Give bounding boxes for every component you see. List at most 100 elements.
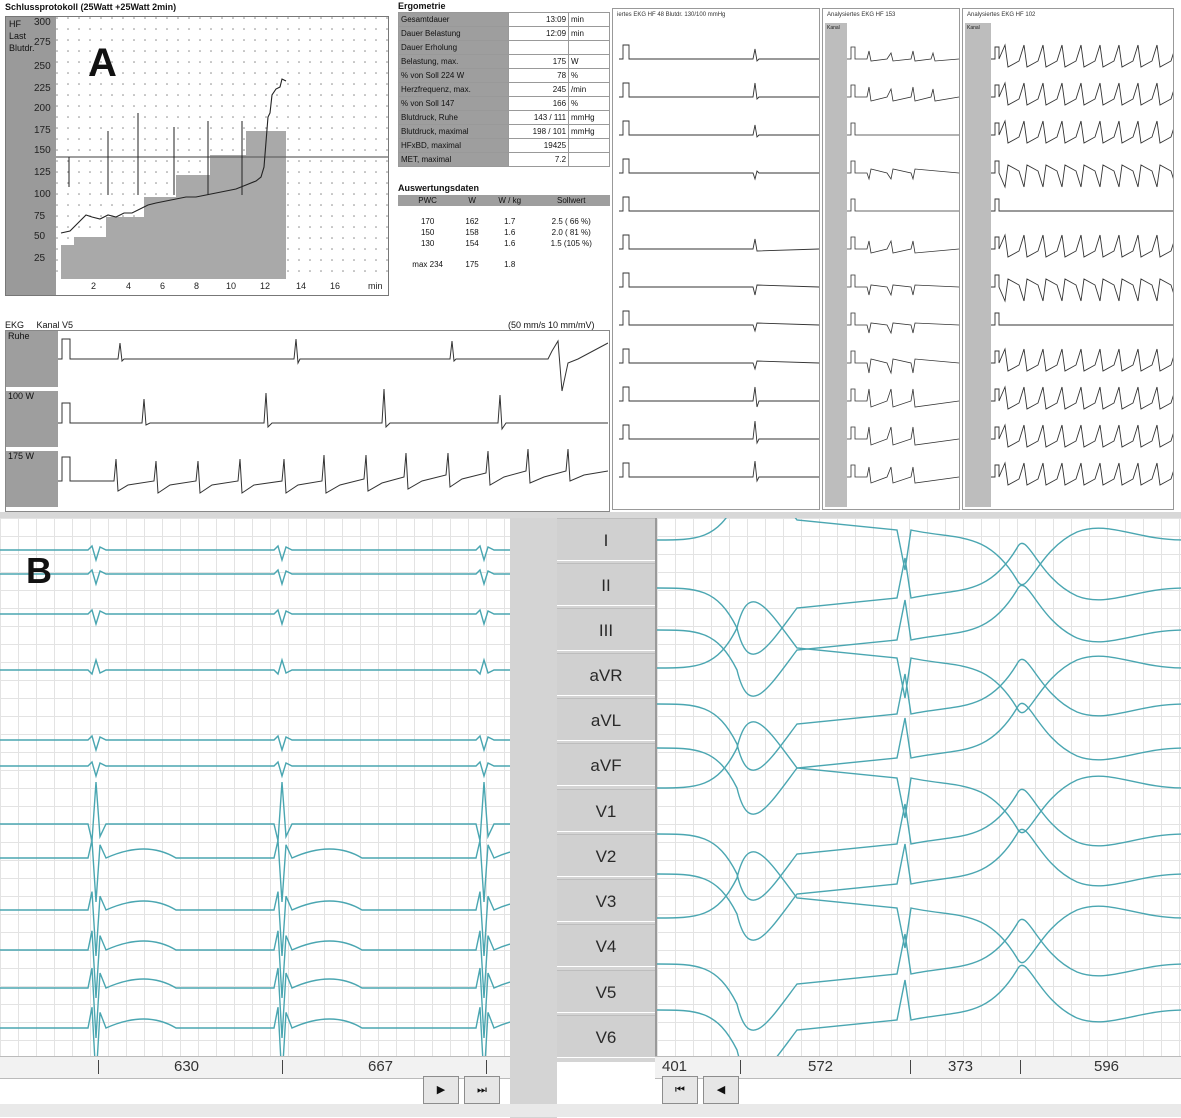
lead-item-v2[interactable]: V2 [557, 834, 655, 877]
auswertung-header-row: PWC W W / kg Sollwert [398, 195, 610, 206]
ecg-view-left[interactable] [0, 518, 510, 1056]
blutdr-label: Blutdr. [9, 43, 35, 53]
beat-marker [1020, 1060, 1021, 1074]
ergometrie-label: % von Soll 224 W [397, 68, 510, 83]
lead-trace [657, 918, 1181, 1031]
ergometrie-value: 143 / 111 [508, 110, 570, 125]
lead-item-v5[interactable]: V5 [557, 970, 655, 1013]
ecg-view-right[interactable] [655, 518, 1181, 1056]
skip-to-start-button[interactable]: ⏮ [662, 1076, 698, 1104]
table-cell: 130 [420, 239, 435, 248]
ergometrie-label: Dauer Erholung [397, 40, 510, 55]
lead-item-v6[interactable]: V6 [557, 1015, 655, 1058]
lead-trace [0, 840, 510, 903]
skip-to-end-button[interactable]: ⏭ [464, 1076, 500, 1104]
strip-label-100w: 100 W [6, 391, 58, 447]
lead-trace [657, 518, 1181, 586]
status-strip [0, 1104, 1181, 1117]
x-tick: 12 [260, 281, 271, 291]
y-tick: 125 [34, 167, 51, 178]
lead-item-v1[interactable]: V1 [557, 789, 655, 832]
rr-interval: 401 [662, 1058, 688, 1075]
lead-item-v3[interactable]: V3 [557, 879, 655, 922]
lead-trace [991, 461, 1173, 486]
header-cell: Sollwert [532, 195, 610, 206]
lead-item-i[interactable]: I [557, 518, 655, 561]
lead-item-v4[interactable]: V4 [557, 924, 655, 967]
ekg-trace-100w [58, 388, 608, 431]
ergometrie-unit: min [568, 12, 610, 27]
ekg-trace-175w [58, 448, 608, 494]
lead-trace [657, 721, 1181, 834]
lead-trace [991, 81, 1173, 106]
ergometrie-row: Gesamtdauer 13:09 min [397, 12, 610, 27]
ergometrie-value [508, 40, 570, 55]
ergometrie-value: 245 [508, 82, 570, 97]
beat-marker [740, 1060, 741, 1074]
resting-12-lead-traces [619, 44, 819, 483]
lead-trace [657, 702, 1181, 815]
y-tick: 275 [34, 37, 51, 48]
panel-divider [0, 512, 1181, 518]
ergometrie-label: MET, maximal [397, 152, 510, 167]
ergometrie-row: HFxBD, maximal 19425 [397, 138, 610, 153]
x-tick: 10 [226, 281, 237, 291]
table-cell: 150 [420, 228, 435, 237]
ergometrie-unit: % [568, 96, 610, 111]
lead-item-avl[interactable]: aVL [557, 698, 655, 741]
beat-marker [486, 1060, 487, 1074]
y-tick: 100 [34, 189, 51, 200]
x-tick: 2 [91, 281, 97, 291]
lead-trace [991, 198, 1173, 212]
panel-a: Schlussprotokoll (25Watt +25Watt 2min) H… [0, 0, 1181, 512]
ergometrie-row: Blutdruck, Ruhe 143 / 111 mmHg [397, 110, 610, 125]
ergometrie-label: Blutdruck, maximal [397, 124, 510, 139]
ekg-strip-traces [58, 338, 608, 494]
lead-trace [991, 347, 1173, 372]
header-cell: W [457, 195, 487, 206]
lead-item-iii[interactable]: III [557, 608, 655, 651]
exercise-protocol-chart: HF Last Blutdr. 300 275 250 225 200 175 … [5, 16, 389, 296]
back-icon: ◀ [716, 1084, 726, 1096]
table-cell: 1.5 (105 %) [550, 239, 592, 248]
lead-trace [0, 608, 510, 627]
ergometrie-label: % von Soll 147 [397, 96, 510, 111]
rr-interval: 596 [1094, 1058, 1120, 1075]
blood-pressure-bars [68, 113, 243, 195]
x-tick: 8 [194, 281, 200, 291]
ergometrie-title: Ergometrie [398, 1, 446, 11]
lead-trace [0, 891, 510, 957]
lead-item-avr[interactable]: aVR [557, 653, 655, 696]
heart-rate-trace [60, 78, 287, 234]
ergometrie-value: 19425 [508, 138, 570, 153]
table-row: 150 158 1.6 2.0 ( 81 %) [398, 227, 610, 238]
table-cell: 2.0 ( 81 %) [551, 228, 591, 237]
y-tick: 250 [34, 61, 51, 72]
ergometrie-row: MET, maximal 7.2 [397, 152, 610, 167]
ergometrie-unit: mmHg [568, 124, 610, 139]
lead-trace [657, 584, 1181, 697]
lead-trace [657, 851, 1181, 964]
lead-trace [991, 423, 1173, 448]
step-forward-button[interactable]: ▶ [423, 1076, 459, 1104]
step-back-button[interactable]: ◀ [703, 1076, 739, 1104]
lead-trace [0, 930, 510, 999]
analysed-1-traces [847, 46, 959, 484]
lead-item-avf[interactable]: aVF [557, 743, 655, 786]
header-cell: W / kg [486, 195, 533, 206]
ekg-channel: Kanal V5 [36, 320, 74, 330]
ekg-title: EKG [5, 320, 25, 330]
table-cell [532, 259, 610, 270]
y-tick: 25 [34, 253, 46, 264]
y-tick: 150 [34, 145, 51, 156]
y-tick: 200 [34, 103, 51, 114]
interval-ruler-right [655, 1056, 1181, 1079]
ergometrie-label: HFxBD, maximal [397, 138, 510, 153]
scan-col-label: Kanal [827, 25, 840, 31]
scan-lead-column [965, 23, 991, 507]
x-tick: min [368, 281, 383, 291]
rr-interval: 630 [174, 1058, 200, 1075]
lead-item-ii[interactable]: II [557, 563, 655, 606]
lead-trace [657, 542, 1181, 655]
ergometrie-value: 78 [508, 68, 570, 83]
